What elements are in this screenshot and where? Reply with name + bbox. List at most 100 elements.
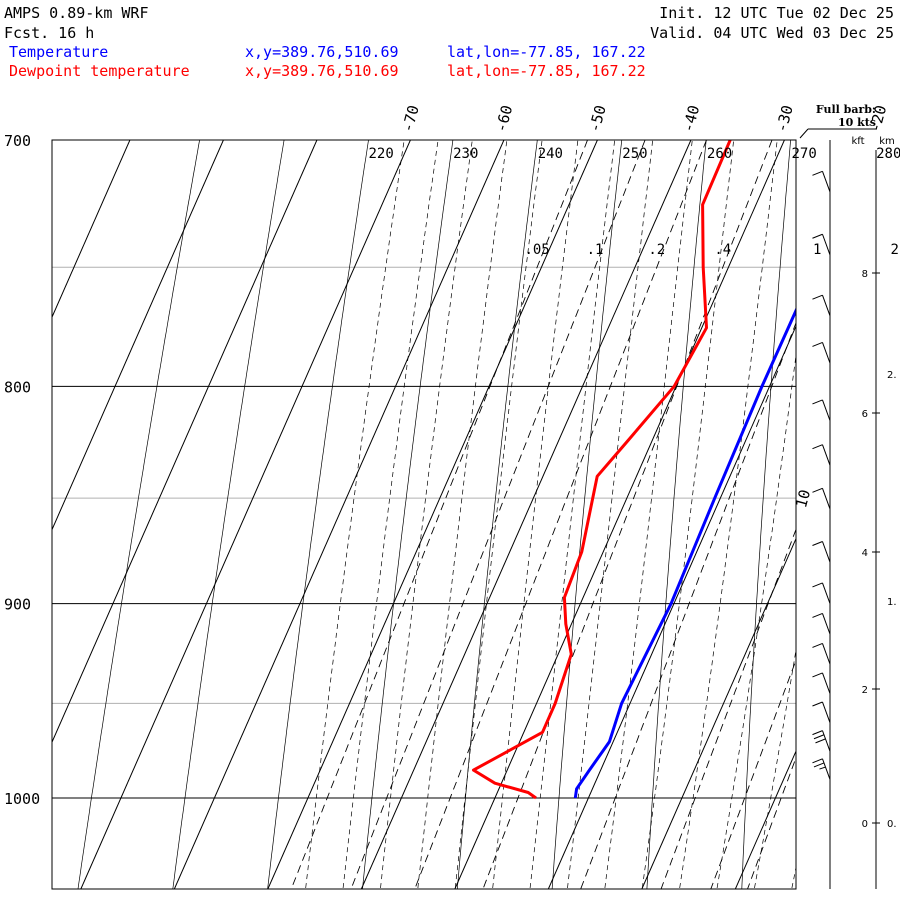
km-tick-label: 2. <box>887 370 897 381</box>
wind-barb <box>812 444 831 466</box>
dry-adiabat-label: 270 <box>792 146 817 162</box>
moist-adiabat <box>342 140 439 889</box>
wind-barb <box>812 758 831 780</box>
model-title: AMPS 0.89-km WRF <box>4 4 149 22</box>
legend-temperature-xy: x,y=389.76,510.69 <box>245 43 399 61</box>
isotherm-label: -50 <box>585 103 609 134</box>
wind-barb <box>812 341 831 364</box>
isotherm <box>360 140 692 889</box>
wind-barb <box>812 612 831 635</box>
dry-adiabat <box>267 140 369 889</box>
isotherm <box>80 140 411 889</box>
moist-adiabat <box>567 140 654 889</box>
isotherm-label: -40 <box>679 103 703 134</box>
barb-legend-line2: 10 kts <box>838 116 876 129</box>
mixing-ratio-label: 2 <box>890 242 898 258</box>
wind-barb <box>812 582 831 604</box>
kft-tick-label: 8 <box>862 269 868 280</box>
dry-adiabat-label: 230 <box>453 146 478 162</box>
kft-tick-label: 2 <box>862 685 868 696</box>
moist-adiabat <box>829 114 900 889</box>
wind-barb <box>812 170 831 193</box>
dry-adiabat <box>646 140 707 889</box>
isotherm <box>173 140 505 889</box>
legend-temperature-name: Temperature <box>9 43 108 61</box>
isotherm <box>641 537 796 889</box>
isotherm-label: -70 <box>398 103 422 134</box>
wind-barb <box>812 487 831 510</box>
moist-adiabat <box>305 140 405 889</box>
kft-tick-label: 0 <box>862 819 868 830</box>
wind-barb <box>812 541 831 563</box>
dry-adiabat <box>77 140 200 889</box>
dry-adiabat-label: 220 <box>368 146 393 162</box>
temperature-profile <box>573 306 796 799</box>
mixing-ratio-label: .1 <box>587 242 604 258</box>
isotherm-label: -60 <box>492 103 516 134</box>
dry-adiabat <box>837 140 876 889</box>
kft-tick-label: 4 <box>862 548 868 559</box>
moist-adiabat <box>417 140 508 889</box>
isotherm <box>734 749 796 889</box>
isotherm <box>267 140 598 889</box>
wind-barb <box>812 642 831 665</box>
moist-adiabat <box>679 140 778 889</box>
isotherm <box>52 140 131 319</box>
moist-adiabat <box>380 140 473 889</box>
legend-temperature-latlon: lat,lon=-77.85, 167.22 <box>447 43 646 61</box>
wind-barb <box>812 294 831 317</box>
barb-legend-flag <box>799 128 809 139</box>
km-tick-label: 0. <box>887 819 897 830</box>
dry-adiabat-label: 280 <box>876 146 900 162</box>
dry-adiabat <box>362 140 454 889</box>
pressure-tick-label: 800 <box>4 378 31 396</box>
moist-adiabat <box>754 647 796 889</box>
moist-adiabat <box>492 140 579 889</box>
barb-legend-line1: Full barb: <box>816 103 876 116</box>
pressure-tick-label: 900 <box>4 596 31 614</box>
wind-barb <box>812 233 831 256</box>
mixing-ratio-line <box>747 756 796 889</box>
dry-adiabat <box>551 140 623 889</box>
dry-adiabat <box>741 140 791 889</box>
moist-adiabat <box>867 114 900 889</box>
mixing-ratio-label: .05 <box>524 242 549 258</box>
isotherm <box>52 140 224 531</box>
isotherm-label: -30 <box>772 103 796 134</box>
wind-barb <box>812 730 831 752</box>
mixing-ratio-line <box>350 140 646 889</box>
dry-adiabat <box>172 140 285 889</box>
moist-adiabat <box>454 140 543 889</box>
km-axis-label: km <box>879 136 895 147</box>
mixing-ratio-line <box>660 528 796 889</box>
mixing-ratio-line <box>482 140 773 889</box>
dry-adiabat-label: 260 <box>707 146 732 162</box>
moist-adiabat <box>604 140 693 889</box>
forecast-hour: Fcst. 16 h <box>4 24 94 42</box>
legend-dewpoint-name: Dewpoint temperature <box>9 62 190 80</box>
isotherm-label: 10 <box>792 488 814 510</box>
mixing-ratio-line <box>290 140 588 889</box>
wind-barb <box>812 672 831 694</box>
kft-tick-label: 6 <box>862 409 868 420</box>
pressure-tick-label: 700 <box>4 132 31 150</box>
moist-adiabat <box>641 140 735 889</box>
dewpoint-profile <box>472 140 732 800</box>
dry-adiabat-label: 240 <box>538 146 563 162</box>
mixing-ratio-label: .2 <box>648 242 665 258</box>
wind-barb <box>812 701 831 723</box>
isotherm <box>547 324 796 889</box>
dry-adiabat-label: 250 <box>622 146 647 162</box>
kft-axis-label: kft <box>851 136 864 147</box>
pressure-tick-label: 1000 <box>4 790 40 808</box>
km-tick-label: 1. <box>887 597 897 608</box>
mixing-ratio-line <box>710 658 796 889</box>
moist-adiabat <box>716 352 796 889</box>
isotherm <box>454 140 785 889</box>
dry-adiabat <box>456 140 538 889</box>
legend-dewpoint-latlon: lat,lon=-77.85, 167.22 <box>447 62 646 80</box>
isotherm <box>829 140 900 889</box>
valid-time: Valid. 04 UTC Wed 03 Dec 25 <box>650 24 894 42</box>
wind-barb <box>812 399 831 421</box>
